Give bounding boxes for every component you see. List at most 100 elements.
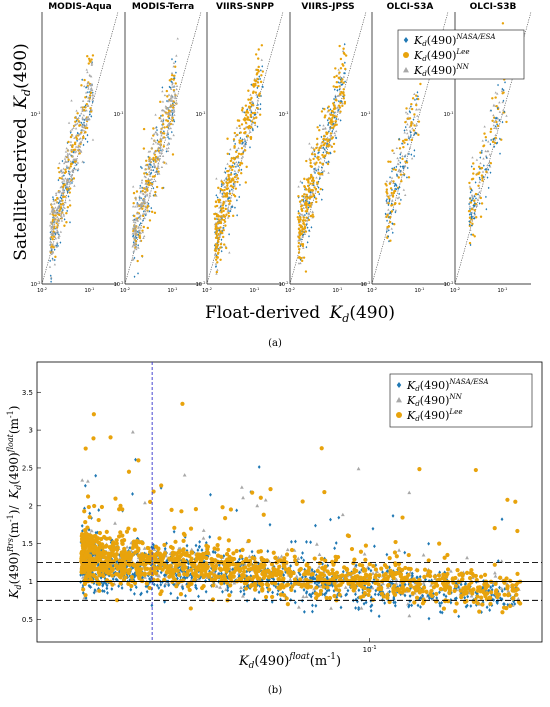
scatter-point bbox=[309, 182, 312, 185]
scatter-point bbox=[83, 483, 87, 488]
scatter-point bbox=[76, 161, 80, 164]
scatter-point bbox=[440, 610, 444, 615]
scatter-point bbox=[169, 99, 172, 102]
scatter-point bbox=[70, 148, 73, 151]
scatter-point bbox=[157, 586, 161, 590]
scatter-point bbox=[478, 194, 482, 197]
scatter-point bbox=[133, 256, 136, 260]
scatter-point bbox=[225, 194, 228, 197]
scatter-point bbox=[316, 182, 319, 185]
scatter-point bbox=[187, 587, 192, 593]
scatter-point bbox=[354, 563, 358, 568]
scatter-point bbox=[165, 162, 168, 165]
scatter-point bbox=[391, 231, 394, 234]
scatter-point bbox=[198, 539, 202, 544]
scatter-point bbox=[468, 213, 471, 216]
scatter-point bbox=[134, 221, 137, 224]
scatter-point bbox=[233, 169, 237, 172]
scatter-point bbox=[302, 587, 306, 592]
scatter-point bbox=[169, 86, 172, 89]
scatter-point bbox=[58, 161, 61, 165]
scatter-point bbox=[486, 149, 489, 153]
scatter-point bbox=[247, 554, 252, 558]
scatter-point bbox=[237, 164, 240, 168]
scatter-point bbox=[241, 569, 247, 574]
scatter-point bbox=[134, 241, 137, 244]
scatter-point bbox=[68, 204, 72, 207]
scatter-point bbox=[64, 155, 67, 158]
scatter-point bbox=[58, 211, 62, 215]
scatter-point bbox=[421, 553, 426, 557]
scatter-point bbox=[59, 186, 62, 189]
scatter-point bbox=[391, 222, 394, 225]
scatter-point bbox=[469, 228, 472, 231]
scatter-point bbox=[180, 569, 184, 574]
scatter-point bbox=[386, 225, 389, 229]
scatter-point bbox=[240, 560, 245, 565]
scatter-point bbox=[228, 188, 232, 192]
scatter-point bbox=[485, 170, 488, 174]
scatter-point bbox=[314, 542, 319, 546]
scatter-point bbox=[367, 562, 372, 567]
scatter-point bbox=[311, 182, 315, 185]
scatter-point bbox=[81, 116, 84, 119]
scatter-point bbox=[217, 218, 220, 221]
scatter-point bbox=[138, 229, 141, 232]
scatter-point bbox=[334, 67, 337, 70]
scatter-point bbox=[222, 228, 225, 232]
scatter-point bbox=[240, 156, 243, 160]
scatter-point bbox=[50, 229, 53, 232]
scatter-point bbox=[339, 93, 342, 96]
scatter-point bbox=[469, 207, 471, 211]
scatter-point bbox=[73, 151, 77, 154]
scatter-point bbox=[132, 202, 135, 205]
scatter-point bbox=[416, 603, 420, 608]
scatter-point bbox=[231, 168, 234, 172]
scatter-point bbox=[472, 197, 474, 200]
scatter-point bbox=[518, 601, 523, 606]
scatter-point bbox=[498, 585, 501, 590]
scatter-point bbox=[332, 104, 336, 107]
scatter-point bbox=[120, 586, 124, 590]
scatter-point bbox=[90, 62, 93, 65]
scatter-point bbox=[306, 200, 308, 203]
scatter-point bbox=[72, 177, 76, 180]
scatter-point bbox=[429, 583, 434, 587]
scatter-point bbox=[250, 126, 253, 129]
scatter-point bbox=[249, 130, 252, 134]
scatter-point bbox=[218, 206, 221, 209]
scatter-point bbox=[172, 577, 178, 583]
x-tick-label: 10-1 bbox=[168, 287, 178, 294]
scatter-point bbox=[87, 87, 90, 90]
scatter-point bbox=[86, 85, 90, 88]
scatter-point bbox=[60, 210, 63, 213]
scatter-point bbox=[224, 167, 227, 170]
scatter-point bbox=[495, 142, 498, 145]
scatter-point bbox=[427, 616, 431, 621]
scatter-point bbox=[215, 177, 218, 180]
scatter-point bbox=[301, 194, 304, 198]
scatter-point bbox=[407, 604, 411, 609]
scatter-point bbox=[163, 110, 166, 113]
scatter-point bbox=[229, 209, 232, 213]
scatter-point bbox=[217, 251, 220, 254]
scatter-point bbox=[173, 92, 177, 95]
scatter-point bbox=[215, 194, 218, 197]
scatter-point bbox=[197, 577, 201, 581]
scatter-point bbox=[55, 241, 59, 244]
scatter-point bbox=[85, 102, 89, 106]
scatter-point bbox=[165, 541, 168, 546]
scatter-point bbox=[320, 198, 323, 201]
scatter-point bbox=[342, 94, 346, 97]
scatter-point bbox=[341, 102, 344, 105]
scatter-point bbox=[66, 188, 69, 191]
scatter-point bbox=[253, 117, 256, 120]
scatter-point bbox=[113, 521, 117, 525]
scatter-point bbox=[235, 165, 237, 168]
scatter-point bbox=[140, 254, 144, 258]
scatter-point bbox=[168, 116, 170, 120]
scatter-point bbox=[304, 213, 306, 217]
legend-marker bbox=[403, 67, 409, 73]
scatter-point bbox=[427, 541, 431, 546]
scatter-point bbox=[54, 198, 57, 202]
